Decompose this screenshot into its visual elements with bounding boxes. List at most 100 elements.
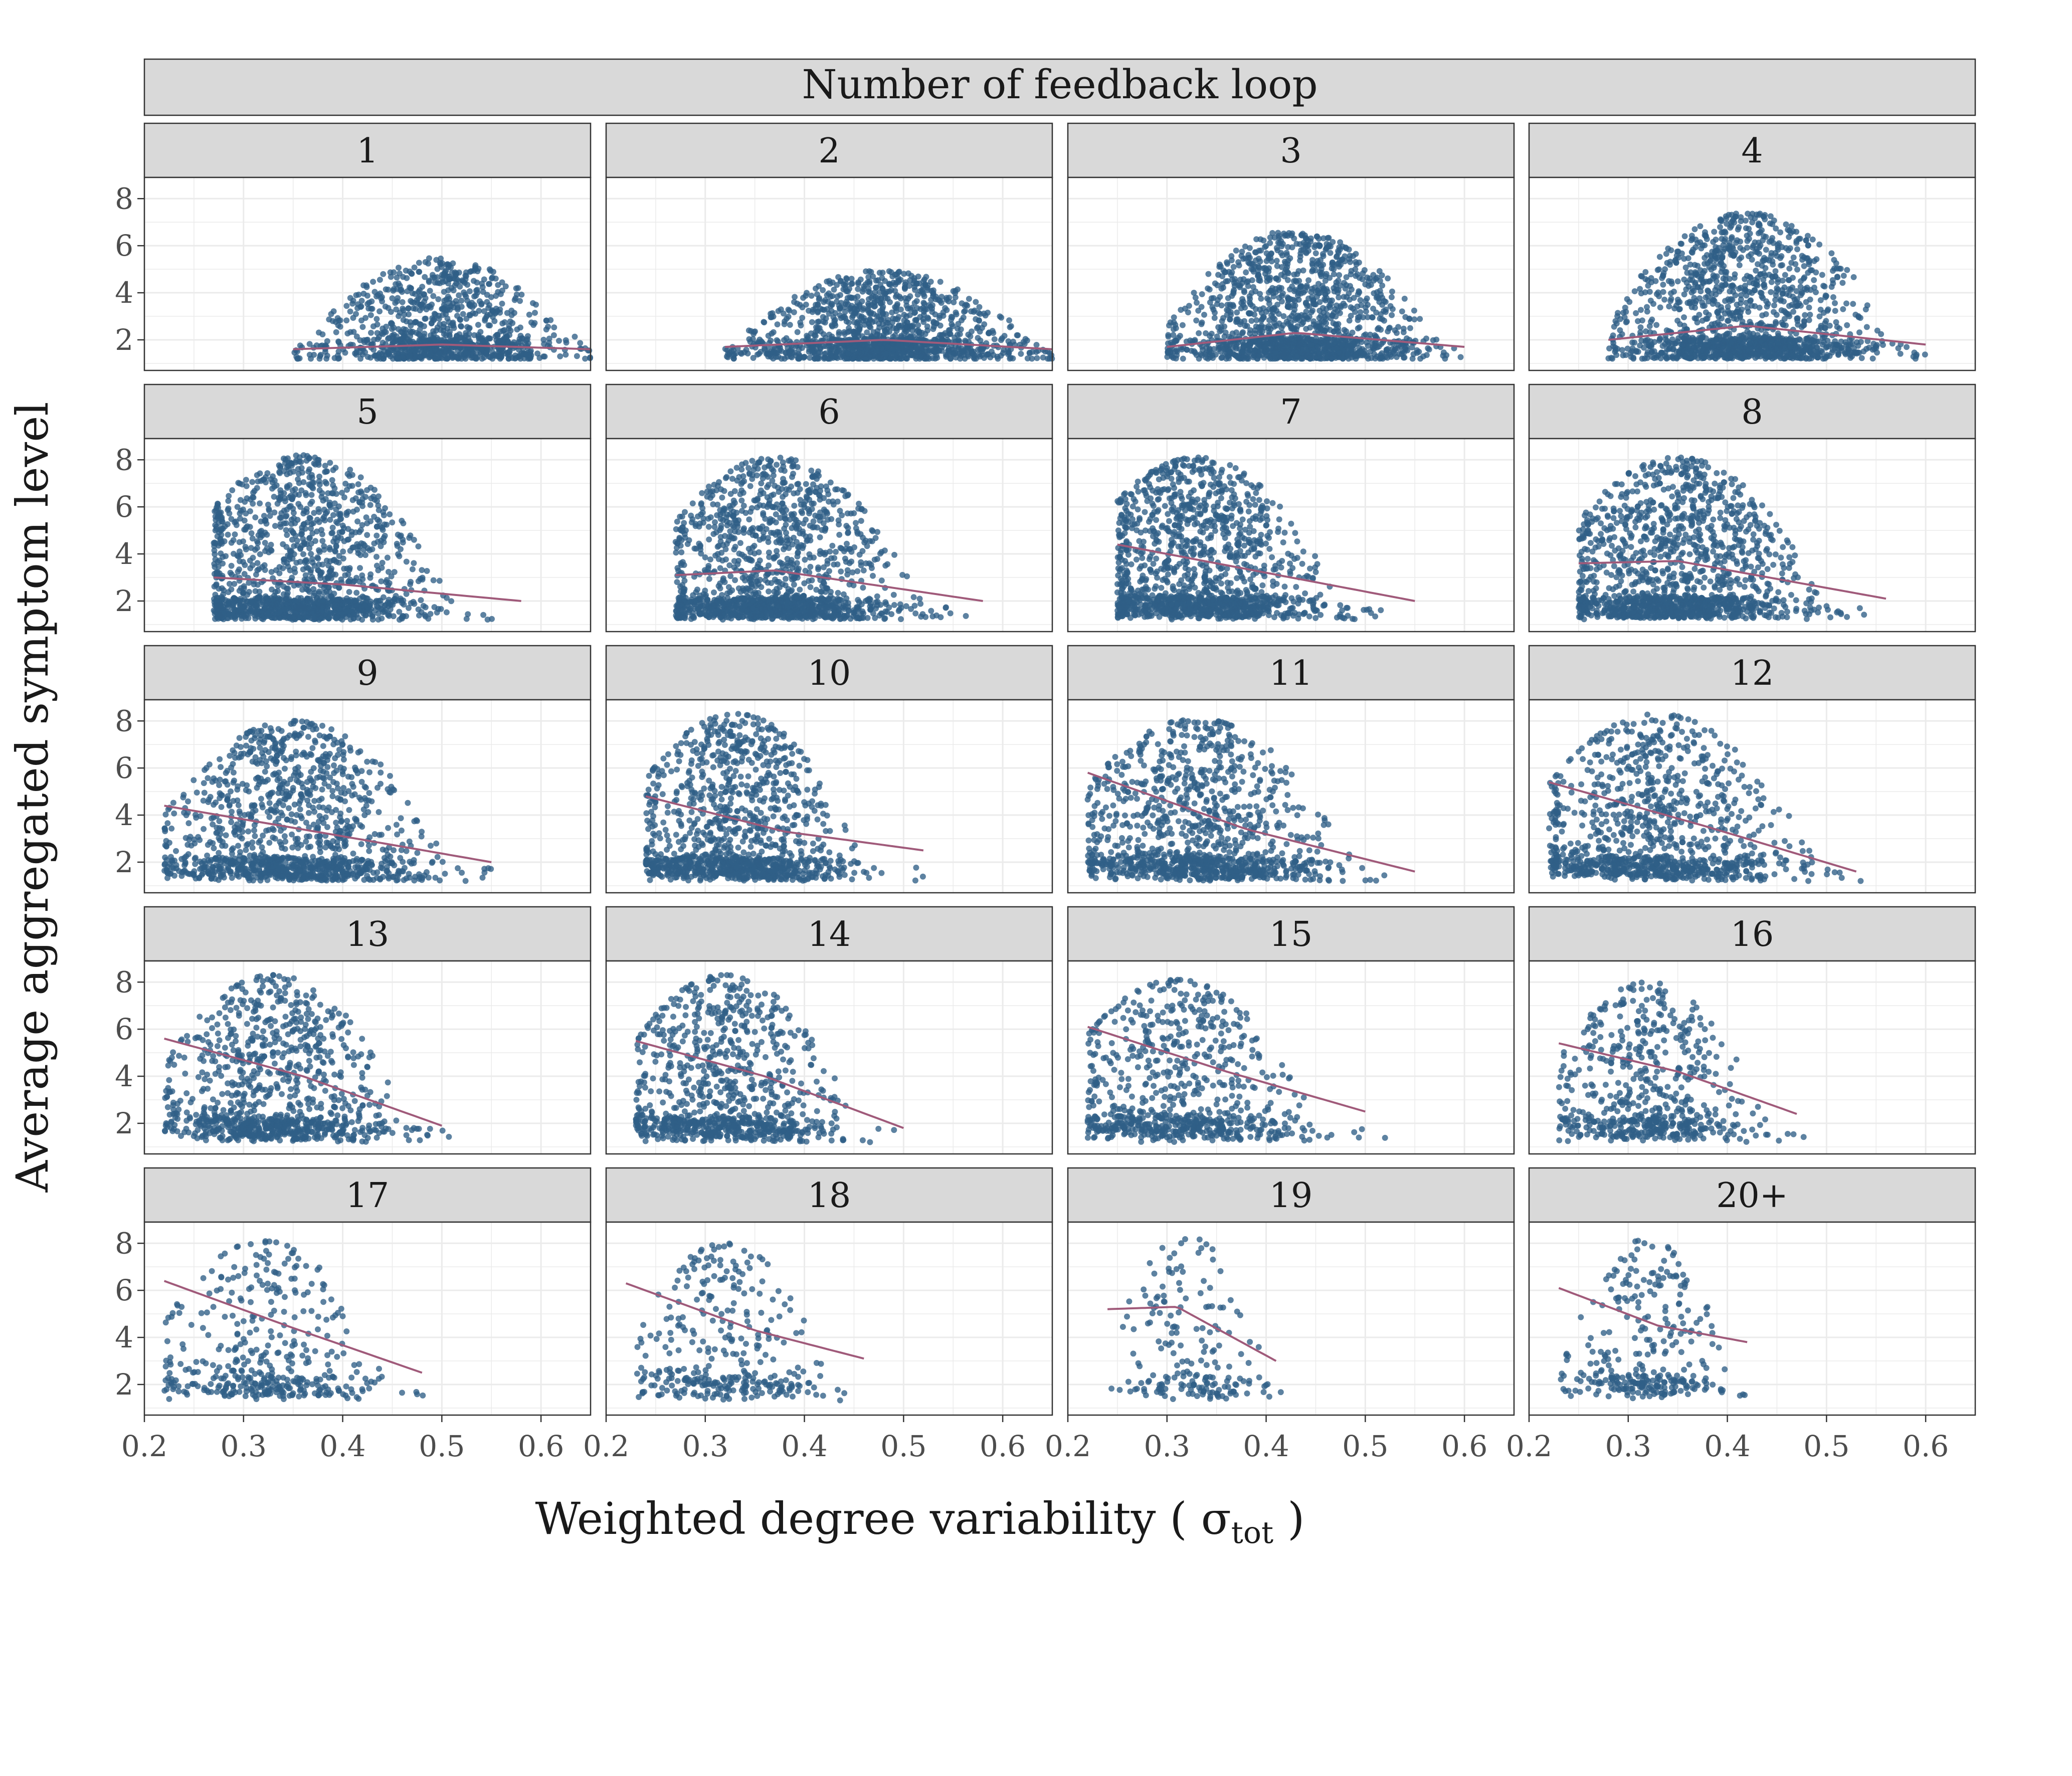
- scatter-point: [1369, 314, 1376, 321]
- scatter-point: [1668, 278, 1674, 285]
- scatter-point: [1759, 312, 1766, 319]
- scatter-point: [1904, 344, 1910, 350]
- scatter-point: [399, 289, 405, 295]
- scatter-point: [1249, 261, 1256, 268]
- scatter-point: [774, 321, 781, 328]
- scatter-point: [430, 334, 436, 341]
- scatter-point: [930, 287, 936, 294]
- scatter-point: [387, 269, 394, 276]
- scatter-point: [1779, 277, 1786, 284]
- scatter-point: [794, 329, 801, 335]
- scatter-point: [1401, 295, 1408, 302]
- scatter-point: [1816, 241, 1823, 248]
- scatter-point: [374, 321, 381, 328]
- scatter-point: [467, 269, 473, 275]
- y-tick-label: 2: [115, 323, 133, 357]
- scatter-point: [768, 348, 775, 355]
- scatter-point: [1225, 295, 1231, 301]
- scatter-point: [509, 320, 516, 326]
- scatter-point: [858, 315, 864, 321]
- scatter-point: [500, 336, 506, 342]
- scatter-point: [1298, 284, 1304, 290]
- scatter-point: [395, 355, 401, 361]
- scatter-point: [475, 333, 482, 340]
- scatter-point: [1377, 315, 1383, 322]
- scatter-point: [1165, 349, 1171, 355]
- scatter-point: [1633, 310, 1639, 316]
- scatter-point: [582, 355, 589, 362]
- scatter-point: [1350, 253, 1357, 259]
- scatter-point: [1733, 211, 1739, 217]
- scatter-point: [472, 264, 478, 270]
- scatter-point: [523, 352, 529, 358]
- scatter-point: [922, 331, 928, 337]
- scatter-point: [432, 355, 439, 362]
- scatter-point: [1240, 302, 1246, 308]
- scatter-point: [333, 329, 339, 335]
- scatter-point: [1820, 283, 1827, 289]
- scatter-point: [1236, 262, 1242, 269]
- scatter-point: [490, 269, 496, 275]
- scatter-point: [1250, 266, 1256, 273]
- scatter-point: [1785, 227, 1791, 233]
- scatter-point: [1182, 305, 1188, 312]
- scatter-point: [420, 335, 426, 342]
- scatter-point: [901, 348, 908, 354]
- scatter-point: [572, 333, 578, 340]
- scatter-point: [1258, 247, 1264, 254]
- scatter-point: [440, 312, 446, 318]
- scatter-point: [937, 322, 944, 329]
- scatter-point: [1273, 258, 1280, 264]
- scatter-point: [1235, 354, 1242, 360]
- scatter-point: [1224, 278, 1231, 284]
- scatter-point: [1423, 335, 1429, 342]
- scatter-point: [768, 314, 775, 320]
- scatter-point: [492, 333, 499, 339]
- scatter-point: [446, 300, 453, 306]
- scatter-point: [940, 309, 947, 316]
- scatter-point: [973, 299, 979, 305]
- scatter-point: [1773, 225, 1779, 232]
- scatter-point: [942, 330, 949, 336]
- scatter-point: [454, 354, 461, 361]
- scatter-point: [1291, 235, 1297, 242]
- scatter-point: [431, 311, 438, 317]
- scatter-point: [1681, 314, 1687, 320]
- scatter-point: [744, 350, 751, 357]
- scatter-point: [1457, 354, 1464, 360]
- scatter-point: [1370, 272, 1377, 278]
- scatter-point: [389, 295, 396, 302]
- scatter-point: [1165, 340, 1171, 346]
- scatter-point: [392, 300, 399, 306]
- scatter-point: [1281, 355, 1288, 361]
- scatter-point: [919, 287, 925, 293]
- scatter-point: [335, 322, 341, 328]
- scatter-point: [880, 332, 887, 338]
- scatter-point: [924, 323, 930, 330]
- scatter-point: [450, 287, 457, 294]
- scatter-point: [474, 279, 480, 286]
- scatter-point: [925, 316, 931, 322]
- scatter-point: [886, 281, 893, 288]
- scatter-point: [844, 355, 850, 361]
- scatter-point: [1018, 350, 1024, 357]
- scatter-point: [501, 319, 508, 325]
- scatter-point: [937, 279, 944, 285]
- scatter-point: [550, 332, 557, 338]
- scatter-point: [364, 354, 371, 360]
- scatter-point: [933, 352, 939, 359]
- scatter-point: [977, 353, 983, 360]
- scatter-point: [502, 283, 509, 290]
- scatter-point: [1192, 349, 1198, 356]
- scatter-point: [508, 312, 515, 318]
- panel-strip-label: 4: [1741, 131, 1763, 171]
- scatter-point: [403, 267, 409, 274]
- scatter-point: [1394, 330, 1400, 336]
- scatter-point: [1214, 282, 1221, 288]
- scatter-point: [1327, 250, 1334, 256]
- scatter-point: [1660, 281, 1666, 288]
- scatter-point: [551, 324, 557, 331]
- scatter-point: [1783, 221, 1789, 228]
- scatter-point: [1442, 355, 1448, 362]
